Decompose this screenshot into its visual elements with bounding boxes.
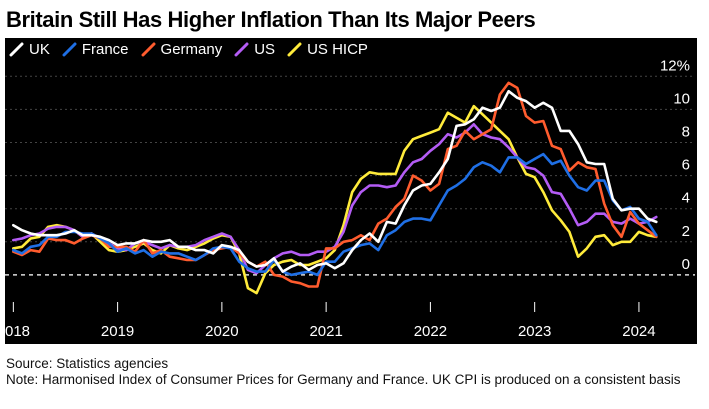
- y-tick-label: 12%: [660, 57, 690, 74]
- legend-item-france: France: [62, 41, 129, 58]
- legend-swatch-icon: [287, 42, 302, 57]
- legend-label: US: [254, 41, 276, 58]
- legend-swatch-icon: [141, 42, 156, 57]
- legend-label: Germany: [160, 41, 223, 58]
- legend-swatch-icon: [9, 42, 24, 57]
- y-tick-label: 0: [682, 256, 690, 273]
- series-line-france: [12, 152, 658, 277]
- y-tick-label: 8: [682, 123, 690, 140]
- note-text: Note: Harmonised Index of Consumer Price…: [6, 372, 681, 387]
- legend-label: UK: [29, 41, 50, 58]
- series-line-us-hicp: [12, 104, 658, 295]
- legend-swatch-icon: [62, 42, 77, 57]
- y-tick-label: 2: [682, 223, 690, 240]
- x-tick-label: 2021: [309, 323, 342, 340]
- y-tick-label: 6: [682, 157, 690, 174]
- x-tick-label: 2023: [518, 323, 551, 340]
- series-line-germany: [12, 81, 658, 288]
- legend-label: France: [81, 41, 129, 58]
- legend-item-us-hicp: US HICP: [287, 41, 368, 58]
- chart-panel: 0 2 4 6 8 10 12% 2018 2019 2020 2021 2022 2023 2024 U…: [5, 38, 697, 344]
- y-tick-label: 10: [673, 90, 690, 107]
- x-tick-label: 2022: [414, 323, 447, 340]
- source-text: Source: Statistics agencies: [6, 356, 169, 371]
- legend-item-germany: Germany: [141, 41, 223, 58]
- x-tick-label: 2019: [101, 323, 134, 340]
- x-tick-label: 2024: [622, 323, 655, 340]
- x-tick-label: 2020: [205, 323, 238, 340]
- legend-item-us: US: [234, 41, 275, 58]
- chart-legend: UK France Germany US US HICP: [9, 41, 368, 58]
- legend-item-uk: UK: [9, 41, 50, 58]
- line-chart: 0 2 4 6 8 10 12% 2018 2019 2020 2021 2022 2023 2024: [5, 57, 695, 340]
- legend-swatch-icon: [234, 42, 249, 57]
- y-tick-label: 4: [682, 190, 690, 207]
- legend-label: US HICP: [307, 41, 368, 58]
- series-line-uk: [12, 89, 658, 273]
- footnote: Source: Statistics agencies Note: Harmon…: [6, 356, 706, 388]
- x-tick-label: 2018: [5, 323, 30, 340]
- chart-title: Britain Still Has Higher Inflation Than …: [6, 7, 536, 32]
